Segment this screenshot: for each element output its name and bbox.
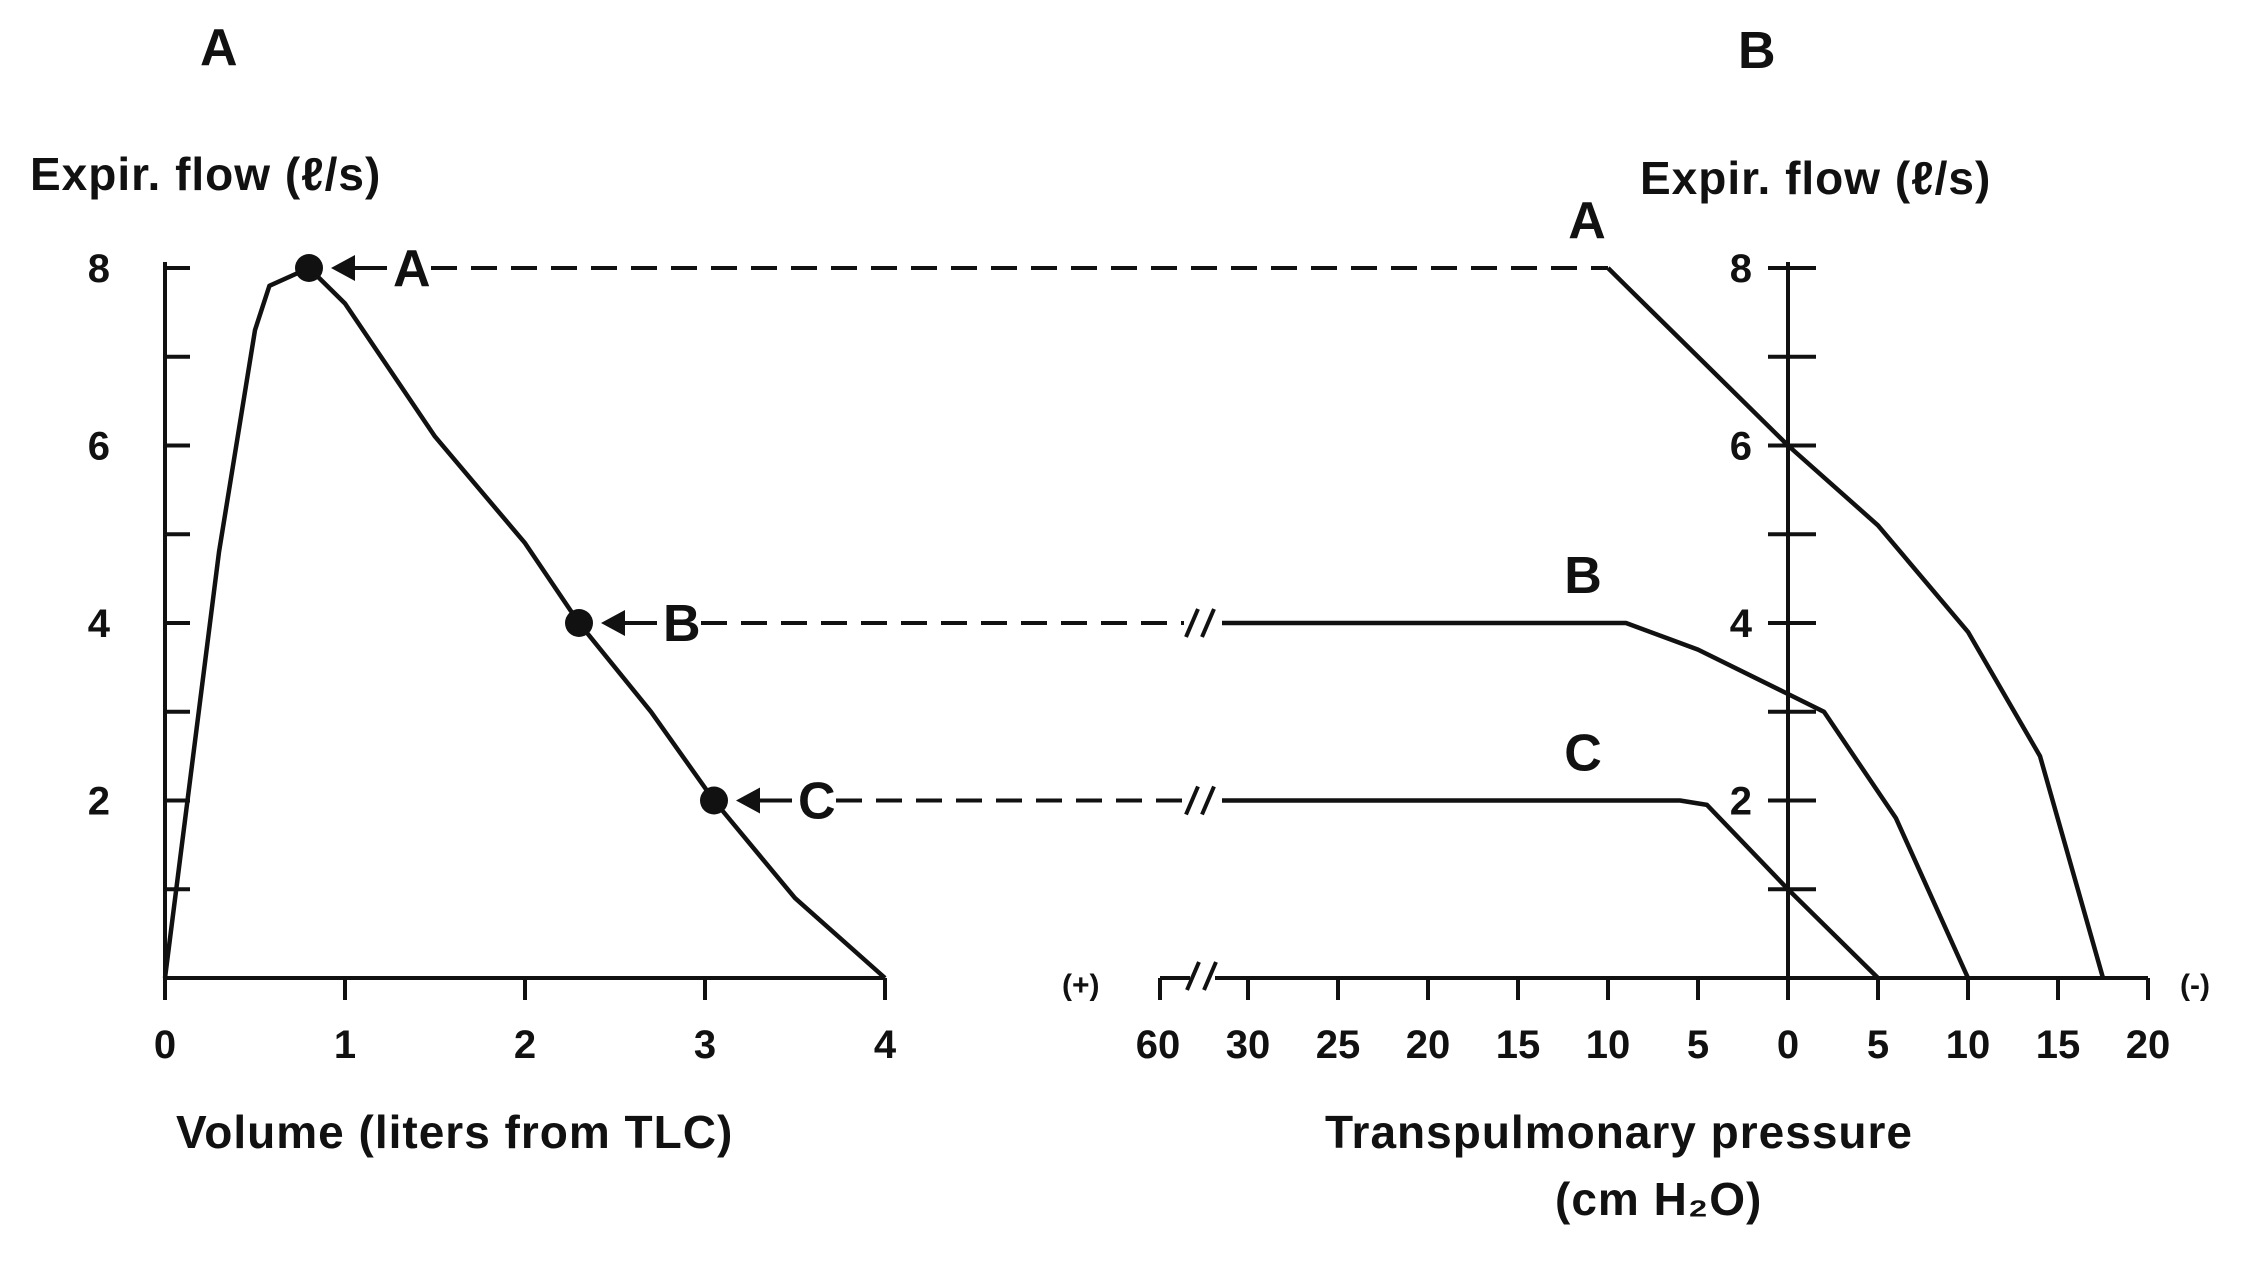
panel-a-point-a <box>295 254 323 282</box>
panel-b-curve-label-c: C <box>1564 725 1602 783</box>
panel-a-y-axis-title: Expir. flow (ℓ/s) <box>30 148 381 200</box>
panel-b-curve-b <box>1222 620 1971 979</box>
panel-a-y-tick-label: 2 <box>88 780 110 824</box>
panel-a-x-tick-label: 1 <box>334 1023 356 1067</box>
panel-b-x-axis-units: (cm H₂O) <box>1555 1173 1762 1225</box>
panel-b-ticks: 2 4 6 8 60 30 25 20 15 10 5 0 5 10 15 20 <box>1136 247 2171 1067</box>
panel-b-y-tick-label: 4 <box>1730 602 1753 646</box>
panel-a-x-tick-label: 4 <box>874 1023 897 1067</box>
panel-a-y-tick-label: 4 <box>88 602 111 646</box>
panel-b-x-tick-label: 20 <box>1406 1023 1451 1067</box>
panel-a-point-c <box>700 786 728 815</box>
panel-b-positive-sign: (+) <box>1062 969 1100 1002</box>
panel-b-break-mark <box>1200 785 1216 816</box>
panel-b-curve-label-a: A <box>1568 192 1606 250</box>
panel-b-break-mark <box>1184 785 1200 816</box>
panel-b-break-mark <box>1184 608 1200 638</box>
panel-a-arrow-b-icon <box>601 610 625 636</box>
panel-a-point-label-a: A <box>393 240 431 298</box>
panel-a-x-tick-label: 3 <box>694 1023 716 1067</box>
panel-a-curve-layer <box>162 265 887 980</box>
panel-a-point-label-b: B <box>663 595 701 653</box>
panel-a-x-axis-title: Volume (liters from TLC) <box>176 1106 733 1158</box>
panel-b-x-tick-label: 60 <box>1136 1023 1181 1067</box>
connector-lines <box>431 266 1608 803</box>
panel-a-y-tick-label: 8 <box>88 247 110 291</box>
panel-b-curve-c <box>1222 798 1880 980</box>
panel-b-curve-label-b: B <box>1564 547 1602 605</box>
panel-a-x-tick-label: 2 <box>514 1023 536 1067</box>
panel-a-point-label-c: C <box>798 773 836 831</box>
panel-b-x-tick-label: 10 <box>1586 1023 1631 1067</box>
panel-b-letter: B <box>1738 22 1776 80</box>
panel-b-x-tick-label: 0 <box>1777 1023 1799 1067</box>
panel-b-y-tick-label: 6 <box>1730 425 1752 469</box>
panel-b-x-tick-label: 20 <box>2126 1023 2171 1067</box>
panel-a-flow-volume-curve <box>162 265 887 980</box>
panel-b-axes <box>1158 262 2148 1000</box>
panel-a-arrow-c-icon <box>736 787 760 814</box>
panel-a-axes <box>163 262 885 980</box>
panel-b-curve-a <box>1606 266 2106 979</box>
panel-b-x-tick-label: 15 <box>2036 1023 2081 1067</box>
panel-b-x-tick-label: 5 <box>1687 1023 1709 1067</box>
panel-a-x-tick-label: 0 <box>154 1023 176 1067</box>
panel-a-letter: A <box>200 19 238 77</box>
panel-a-y-tick-label: 6 <box>88 425 110 469</box>
panel-a-ticks: 2 4 6 8 0 1 2 3 4 <box>88 247 897 1067</box>
panel-b-x-axis-title: Transpulmonary pressure <box>1325 1106 1913 1158</box>
panel-b-x-tick-label: 25 <box>1316 1023 1361 1067</box>
panel-b-x-tick-label: 10 <box>1946 1023 1991 1067</box>
panel-b-axis-break-2 <box>1202 961 1218 991</box>
panel-a-point-b <box>565 609 593 637</box>
panel-b-x-tick-label: 15 <box>1496 1023 1541 1067</box>
panel-b-y-tick-label: 8 <box>1730 247 1752 291</box>
panel-b-break-mark <box>1200 608 1216 638</box>
panel-a-arrow-a-icon <box>331 255 355 281</box>
panel-b-axis-break-1 <box>1185 961 1201 991</box>
panel-b-x-tick-label: 30 <box>1226 1023 1271 1067</box>
panel-b-negative-sign: (-) <box>2180 969 2210 1002</box>
panel-b-curve-layer: A B C <box>1184 192 2106 980</box>
panel-b-x-tick-label: 5 <box>1867 1023 1889 1067</box>
panel-b-y-axis-title: Expir. flow (ℓ/s) <box>1640 152 1991 204</box>
panel-a-points: A B C <box>295 240 836 831</box>
panel-b-y-tick-label: 2 <box>1730 780 1752 824</box>
